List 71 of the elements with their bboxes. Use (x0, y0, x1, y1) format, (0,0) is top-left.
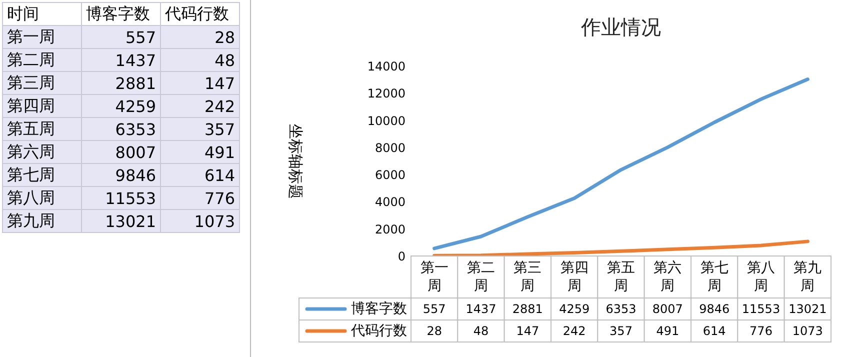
y-tick-label: 4000 (374, 195, 406, 210)
text: 第四周 (2, 94, 82, 118)
text: 第三周 (2, 72, 82, 94)
text: 357 (160, 118, 240, 140)
y-tick-label: 12000 (367, 86, 406, 101)
x-tick-label: 第一周 (420, 260, 448, 294)
text: 第二周 (2, 48, 82, 72)
data-label: 9846 (699, 302, 730, 316)
x-tick-label: 第九周 (794, 260, 822, 294)
y-tick-label: 2000 (374, 222, 406, 236)
text: 1437 (82, 48, 160, 72)
x-tick-label: 第六周 (654, 260, 682, 294)
text: 博客字数 (82, 2, 160, 26)
text: 时间 (2, 2, 82, 26)
data-label: 357 (610, 324, 632, 338)
text: 614 (160, 164, 240, 186)
text: 11553 (82, 186, 160, 210)
chart-title: 作业情况 (580, 15, 661, 39)
text: 242 (160, 94, 240, 118)
text: 557 (82, 26, 160, 48)
data-label: 13021 (788, 302, 827, 316)
data-label: 1437 (466, 302, 496, 316)
text: 6353 (82, 118, 160, 140)
x-tick-label: 第二周 (467, 260, 495, 294)
line-series (432, 240, 810, 258)
data-label: 491 (656, 324, 680, 338)
text: 第七周 (2, 164, 82, 186)
y-tick-label: 8000 (374, 140, 406, 155)
text: 147 (160, 72, 240, 94)
data-label: 557 (422, 302, 446, 316)
data-label: 776 (750, 324, 772, 338)
y-tick-label: 10000 (367, 114, 406, 128)
legend-label: 博客字数 (351, 301, 407, 317)
text: 491 (160, 140, 240, 164)
text: 48 (160, 48, 240, 72)
y-tick-label: 0 (398, 250, 406, 264)
text: 28 (160, 26, 240, 48)
data-label: 28 (426, 324, 442, 338)
data-label: 8007 (652, 302, 683, 316)
text: 4259 (82, 94, 160, 118)
data-label: 1073 (792, 324, 823, 338)
data-label: 147 (516, 324, 540, 338)
text: 第九周 (2, 210, 82, 232)
text: 第五周 (2, 118, 82, 140)
text: 8007 (82, 140, 160, 164)
data-label: 6353 (606, 302, 636, 316)
x-tick-label: 第四周 (560, 260, 588, 294)
text: 第八周 (2, 186, 82, 210)
text: 9846 (82, 164, 160, 186)
data-label: 4259 (559, 302, 590, 316)
x-tick-label: 第五周 (607, 260, 635, 294)
text: 13021 (82, 210, 160, 232)
text: 2881 (82, 72, 160, 94)
y-axis-title: 坐标轴标题 (286, 124, 304, 199)
y-tick-label: 6000 (374, 168, 406, 182)
x-tick-label: 第七周 (700, 260, 728, 294)
data-label: 11553 (742, 302, 780, 316)
y-tick-label: 14000 (367, 60, 406, 74)
legend-label: 代码行数 (350, 323, 407, 339)
text: 第一周 (2, 26, 82, 48)
data-label: 614 (702, 324, 726, 338)
text: 776 (160, 186, 240, 210)
text: 代码行数 (160, 2, 240, 26)
text: 第六周 (2, 140, 82, 164)
x-tick-label: 第三周 (514, 260, 542, 294)
data-label: 242 (562, 324, 586, 338)
text: 1073 (160, 210, 240, 232)
data-label: 48 (473, 324, 489, 338)
x-tick-label: 第八周 (747, 260, 775, 294)
line-series (432, 78, 810, 250)
data-label: 2881 (512, 302, 543, 316)
